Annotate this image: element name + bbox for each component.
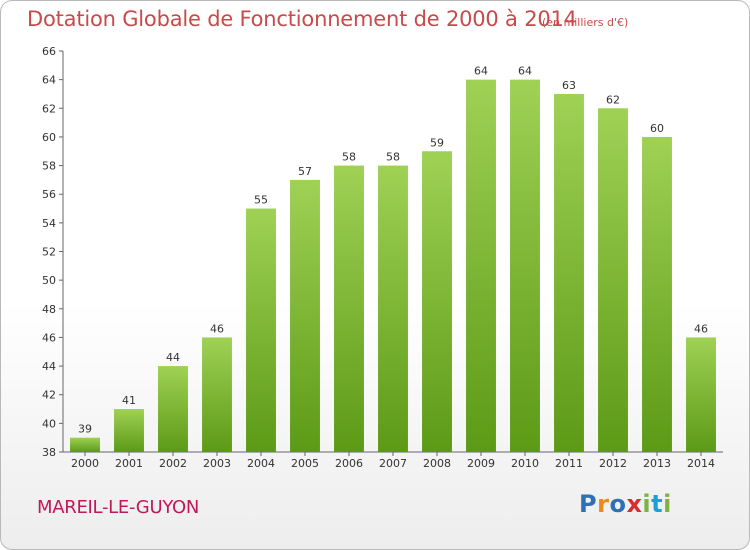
y-tick-label: 60 — [42, 131, 56, 144]
y-tick-label: 56 — [42, 188, 56, 201]
value-label-2001: 41 — [122, 394, 136, 407]
logo-letter: i — [642, 490, 652, 518]
y-tick-label: 46 — [42, 331, 56, 344]
x-tick-label-2000: 2000 — [71, 457, 99, 470]
bar-2010 — [510, 79, 540, 453]
x-tick-label-2010: 2010 — [511, 457, 539, 470]
bar-2003 — [202, 337, 232, 452]
value-label-2005: 57 — [298, 165, 312, 178]
bar-2001 — [114, 409, 144, 452]
bar-2007 — [378, 165, 408, 453]
bar-2004 — [246, 208, 276, 452]
y-tick-label: 50 — [42, 274, 56, 287]
bar-2009 — [466, 79, 496, 453]
x-tick-label-2002: 2002 — [159, 457, 187, 470]
chart-subtitle: (en milliers d'€) — [542, 16, 629, 29]
y-tick-label: 44 — [42, 360, 56, 373]
x-tick-label-2006: 2006 — [335, 457, 363, 470]
logo-letter: t — [651, 490, 664, 518]
y-tick-label: 52 — [42, 246, 56, 259]
logo-letter: o — [609, 490, 627, 518]
y-tick-label: 38 — [42, 446, 56, 459]
x-tick-label-2013: 2013 — [643, 457, 671, 470]
y-tick-label: 54 — [42, 217, 56, 230]
x-tick-label-2008: 2008 — [423, 457, 451, 470]
value-label-2011: 63 — [562, 79, 576, 92]
x-tick-label-2003: 2003 — [203, 457, 231, 470]
logo-letter: i — [663, 490, 672, 518]
value-label-2009: 64 — [474, 65, 488, 78]
value-label-2014: 46 — [694, 322, 708, 335]
value-label-2006: 58 — [342, 151, 356, 164]
x-tick-label-2004: 2004 — [247, 457, 275, 470]
commune-name: MAREIL-LE-GUYON — [37, 497, 200, 518]
value-label-2007: 58 — [386, 151, 400, 164]
logo-letter: P — [579, 490, 598, 518]
value-label-2012: 62 — [606, 93, 620, 106]
x-tick-label-2009: 2009 — [467, 457, 495, 470]
bar-2000 — [70, 437, 100, 452]
x-tick-label-2005: 2005 — [291, 457, 319, 470]
y-tick-label: 58 — [42, 160, 56, 173]
chart-title: Dotation Globale de Fonctionnement de 20… — [27, 7, 577, 31]
bar-2005 — [290, 179, 320, 452]
value-label-2013: 60 — [650, 122, 664, 135]
x-tick-label-2007: 2007 — [379, 457, 407, 470]
proxiti-logo[interactable]: Proxiti — [579, 490, 672, 518]
y-tick-label: 66 — [42, 45, 56, 58]
value-label-2003: 46 — [210, 322, 224, 335]
value-label-2002: 44 — [166, 351, 180, 364]
bar-2013 — [642, 136, 672, 452]
y-tick-label: 48 — [42, 303, 56, 316]
value-label-2010: 64 — [518, 65, 532, 78]
bar-2012 — [598, 108, 628, 453]
x-tick-label-2012: 2012 — [599, 457, 627, 470]
y-tick-label: 64 — [42, 74, 56, 87]
logo-letter: x — [626, 490, 643, 518]
logo-letter: r — [597, 490, 610, 518]
bar-2006 — [334, 165, 364, 453]
x-tick-label-2014: 2014 — [687, 457, 715, 470]
bar-2002 — [158, 366, 188, 452]
chart-bars: 39 41 44 46 55 57 58 58 59 64 64 63 62 60 46 — [70, 65, 716, 453]
bar-2011 — [554, 93, 584, 452]
bar-2008 — [422, 151, 452, 452]
x-tick-label-2001: 2001 — [115, 457, 143, 470]
y-tick-label: 40 — [42, 417, 56, 430]
chart-axes: 38 40 42 44 46 48 50 52 54 56 58 60 62 64 66 2000 2001 20… — [42, 45, 723, 470]
value-label-2004: 55 — [254, 194, 268, 207]
bar-2014 — [686, 337, 716, 452]
x-tick-label-2011: 2011 — [555, 457, 583, 470]
y-tick-label: 62 — [42, 102, 56, 115]
y-tick-label: 42 — [42, 389, 56, 402]
value-label-2008: 59 — [430, 136, 444, 149]
value-label-2000: 39 — [78, 423, 92, 436]
